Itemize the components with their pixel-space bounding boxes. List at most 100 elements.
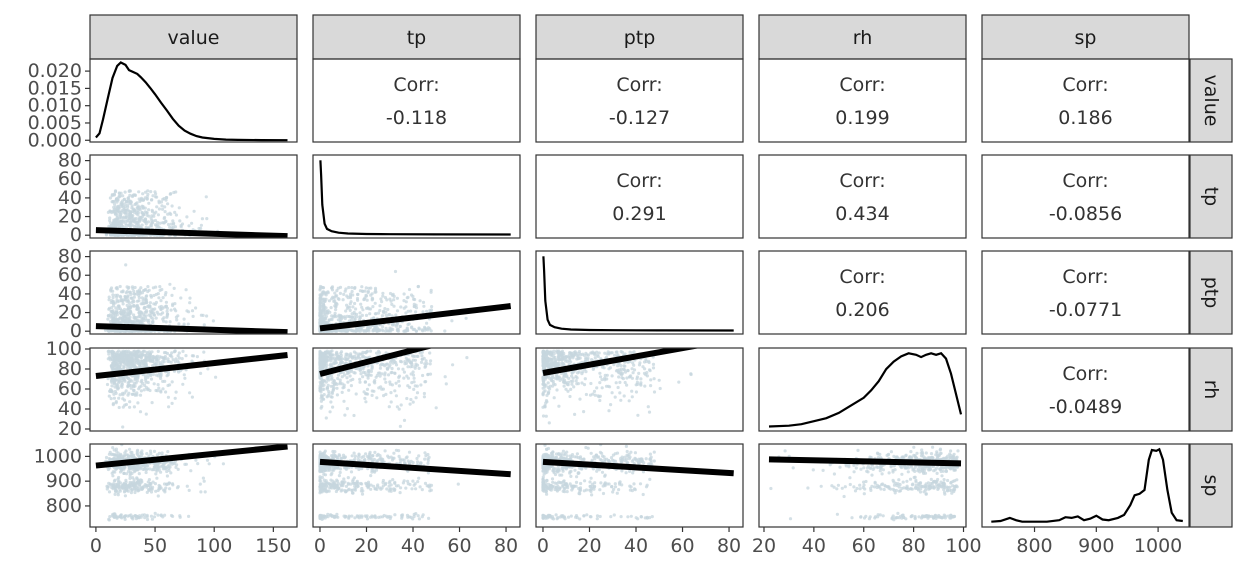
scatter-point: [169, 212, 173, 216]
scatter-point: [412, 376, 416, 380]
scatter-point: [171, 219, 175, 223]
scatter-point: [128, 466, 132, 470]
scatter-point: [353, 286, 357, 290]
scatter-point: [383, 373, 387, 377]
scatter-point: [628, 360, 632, 364]
panel-sp-value: [89, 443, 298, 528]
scatter-point: [166, 357, 170, 361]
scatter-point: [612, 363, 616, 367]
scatter-point: [137, 197, 141, 201]
scatter-point: [390, 383, 394, 387]
scatter-point: [152, 382, 156, 386]
scatter-point: [112, 512, 116, 516]
scatter-point: [177, 370, 181, 374]
scatter-point: [371, 305, 375, 309]
scatter-point: [111, 209, 115, 213]
scatter-point: [144, 468, 148, 472]
scatter-point: [182, 373, 186, 377]
scatter-point: [626, 368, 630, 373]
scatter-point: [402, 292, 406, 296]
scatter-point: [600, 378, 604, 382]
panel-border: [312, 58, 521, 143]
scatter-point: [140, 487, 145, 491]
scatter-point: [160, 451, 164, 455]
scatter-point: [645, 374, 650, 378]
scatter-point: [413, 482, 417, 486]
scatter-point: [119, 295, 123, 299]
scatter-point: [150, 320, 154, 324]
scatter-point: [158, 221, 162, 225]
scatter-point: [141, 463, 145, 467]
scatter-point: [150, 487, 154, 491]
scatter-point: [318, 309, 322, 314]
scatter-point: [113, 313, 117, 317]
scatter-point: [418, 299, 422, 303]
scatter-point: [126, 383, 130, 387]
scatter-point: [115, 211, 119, 215]
scatter-point: [610, 374, 614, 378]
scatter-point: [545, 351, 550, 355]
scatter-point: [359, 302, 363, 306]
scatter-point: [133, 481, 137, 485]
scatter-point: [128, 400, 132, 404]
scatter-point: [564, 387, 568, 391]
scatter-point: [402, 329, 406, 333]
scatter-point: [123, 319, 127, 323]
scatter-point: [323, 321, 327, 325]
scatter-point: [380, 314, 384, 318]
scatter-point: [134, 356, 138, 360]
scatter-point: [325, 363, 329, 367]
scatter-point: [152, 515, 157, 519]
scatter-point: [320, 315, 324, 319]
scatter-point: [145, 294, 149, 298]
scatter-point: [340, 390, 344, 394]
scatter-point: [346, 476, 350, 480]
scatter-point: [126, 306, 130, 310]
scatter-point: [115, 485, 119, 489]
scatter-point: [349, 354, 353, 358]
scatter-point: [117, 396, 121, 400]
scatter-point: [639, 382, 643, 386]
scatter-point: [363, 371, 367, 375]
scatter-point: [136, 401, 140, 405]
scatter-point: [146, 380, 150, 385]
scatter-point: [168, 320, 172, 324]
scatter-point: [326, 383, 330, 387]
scatter-point: [397, 407, 401, 411]
scatter-point: [598, 371, 602, 375]
scatter-point: [331, 381, 335, 385]
scatter-point: [176, 354, 180, 358]
scatter-point: [110, 378, 114, 382]
scatter-point: [364, 313, 369, 317]
scatter-point: [140, 223, 144, 227]
scatter-point: [149, 482, 153, 487]
scatter-point: [366, 376, 370, 380]
scatter-point: [352, 413, 356, 418]
scatter-point: [412, 387, 416, 391]
scatter-point: [188, 296, 192, 300]
scatter-point: [119, 290, 124, 294]
scatter-point: [394, 313, 398, 317]
scatter-point: [110, 485, 114, 490]
scatter-point: [633, 368, 637, 372]
scatter-point: [171, 358, 175, 362]
scatter-point: [127, 196, 131, 200]
scatter-point: [546, 385, 551, 390]
scatter-point: [126, 310, 130, 314]
scatter-point: [176, 359, 180, 363]
scatter-point: [170, 226, 174, 230]
scatter-point: [167, 481, 171, 485]
scatter-point: [361, 350, 365, 354]
scatter-point: [347, 285, 351, 290]
scatter-point: [545, 356, 549, 360]
panel-border: [89, 154, 298, 239]
scatter-point: [625, 376, 629, 380]
scatter-point: [379, 297, 383, 301]
scatter-point: [158, 285, 162, 289]
scatter-point: [348, 359, 352, 364]
scatter-point: [115, 197, 119, 201]
scatter-point: [107, 481, 111, 485]
scatter-point: [202, 479, 206, 483]
scatter-point: [622, 367, 626, 371]
scatter-point: [139, 356, 143, 360]
